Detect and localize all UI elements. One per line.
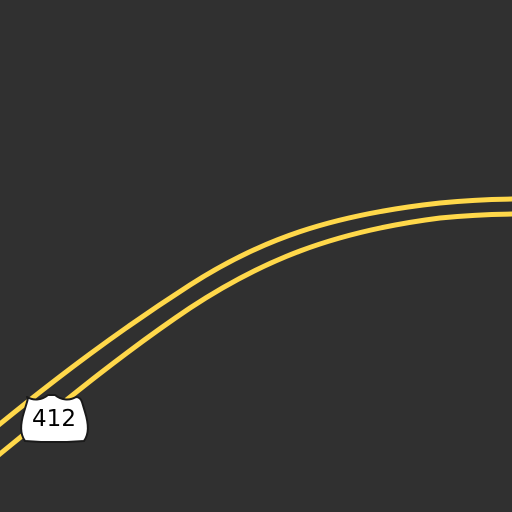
shield-icon [20, 394, 89, 443]
highway-lane-south[interactable] [0, 211, 512, 458]
highway-lane-north[interactable] [0, 196, 512, 428]
route-number-label: 412 [32, 406, 76, 432]
us-highway-shield[interactable]: 412 [20, 394, 89, 443]
